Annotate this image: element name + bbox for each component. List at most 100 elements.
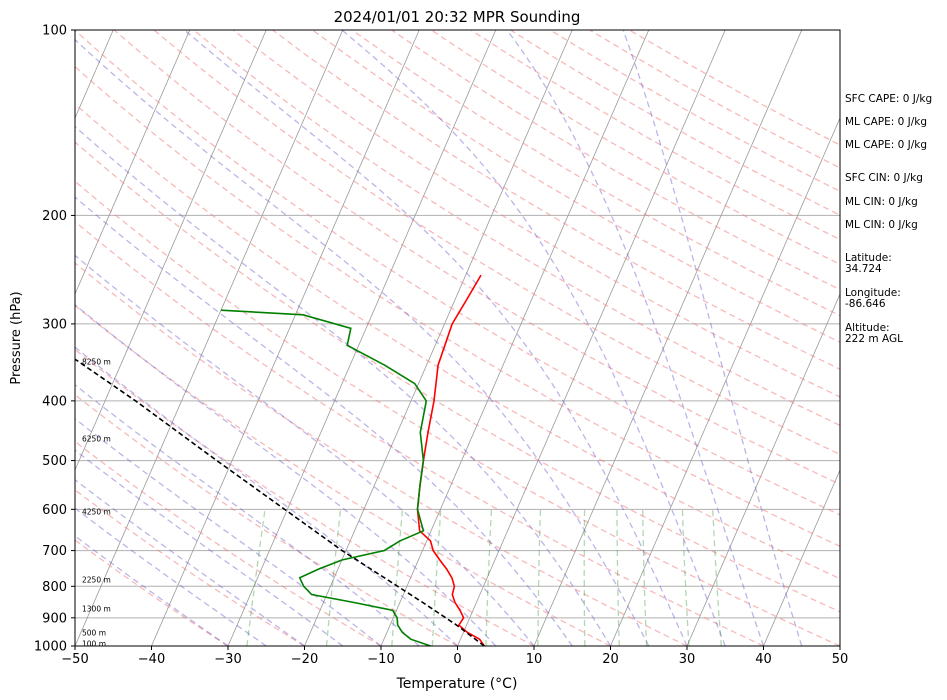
mixing-ratio-line [681, 509, 690, 646]
y-tick-label: 900 [42, 611, 67, 626]
y-tick-label: 700 [42, 544, 67, 559]
moist-adiabat-line [75, 125, 612, 646]
isotherm-line [151, 30, 420, 646]
dry-adiabat-line [113, 30, 840, 486]
moist-adiabat-line [506, 30, 765, 646]
dry-adiabat-line [153, 30, 840, 456]
x-tick-label: 30 [679, 652, 696, 667]
sfc-cape-label: SFC CAPE: 0 J/kg [845, 93, 933, 105]
latitude-value: 34.724 [845, 263, 882, 275]
height-label: 2250 m [82, 576, 111, 585]
background-lines [75, 30, 840, 646]
x-tick-label: 10 [526, 652, 543, 667]
mixing-ratio-line [431, 509, 442, 646]
isotherm-line [686, 292, 840, 646]
dry-adiabat-line [75, 262, 688, 646]
x-tick-label: 40 [755, 652, 772, 667]
isotherm-line [763, 468, 840, 646]
longitude-label: Longitude: [845, 287, 901, 299]
dry-adiabat-line [75, 220, 764, 646]
isotherm-line [457, 30, 726, 646]
y-tick-label: 1000 [34, 640, 67, 655]
ml-cin-label-2: ML CIN: 0 J/kg [845, 219, 918, 231]
sfc-cin-label: SFC CIN: 0 J/kg [845, 172, 923, 184]
moist-adiabat-line [75, 478, 305, 646]
plot-frame [74, 29, 841, 647]
y-axis: 100 200 300 400 500 600 700 800 900 1000 [34, 24, 75, 655]
latitude-label: Latitude: [845, 252, 892, 264]
moist-adiabat-line [75, 383, 420, 646]
y-tick-label: 400 [42, 394, 67, 409]
moist-adiabat-line [75, 196, 573, 646]
height-label: 1300 m [82, 605, 111, 614]
y-axis-label: Pressure (hPa) [9, 291, 24, 384]
moist-adiabat-line [75, 535, 229, 646]
moist-adiabat-line [75, 254, 535, 646]
x-tick-label: 50 [832, 652, 849, 667]
dry-adiabat-line [75, 393, 458, 646]
ml-cape-label-2: ML CAPE: 0 J/kg [845, 139, 928, 151]
mixing-ratio-line [325, 509, 342, 646]
height-label: 100 m [82, 639, 106, 648]
isotherm-line [380, 30, 650, 646]
x-axis: −50 −40 −30 −20 −10 0 10 20 30 40 50 [61, 646, 848, 667]
height-label: 8250 m [82, 357, 111, 366]
dry-adiabat-line [75, 103, 840, 580]
dry-adiabat-line [75, 180, 840, 646]
moist-adiabat-line [622, 30, 803, 646]
ml-cape-label: ML CAPE: 0 J/kg [845, 116, 928, 128]
height-label: 6250 m [82, 434, 111, 443]
ml-cin-label: ML CIN: 0 J/kg [845, 196, 918, 208]
isotherm-line [610, 116, 840, 646]
y-tick-label: 200 [42, 209, 67, 224]
y-tick-label: 800 [42, 580, 67, 595]
x-tick-label: −20 [291, 652, 318, 667]
dry-adiabat-line [75, 141, 840, 613]
mixing-ratio-line [246, 509, 266, 646]
y-tick-label: 100 [42, 24, 67, 39]
altitude-value: 222 m AGL [845, 333, 903, 345]
dewpoint-line [220, 309, 431, 646]
isotherm-line [75, 30, 267, 472]
isotherm-line [533, 30, 803, 646]
dry-adiabat-line [75, 489, 305, 646]
dry-adiabat-line [75, 440, 382, 646]
x-tick-label: 0 [453, 652, 461, 667]
height-labels: 100 m 500 m 1300 m 2250 m 4250 m 6250 m 8250 m [82, 357, 111, 648]
dry-adiabat-line [75, 539, 229, 646]
dry-adiabat-line [312, 30, 840, 343]
longitude-block: Longitude: -86.646 [845, 288, 901, 310]
y-tick-label: 300 [42, 317, 67, 332]
altitude-block: Altitude: 222 m AGL [845, 323, 903, 345]
altitude-label: Altitude: [845, 322, 890, 334]
mixing-ratio-line [537, 509, 542, 646]
x-axis-label: Temperature (°C) [396, 676, 518, 692]
dry-adiabat-line [75, 348, 535, 646]
longitude-value: -86.646 [845, 298, 886, 310]
isotherm-line [304, 30, 573, 646]
moist-adiabat-line [75, 417, 382, 646]
dry-adiabat-line [193, 30, 840, 427]
isotherm-line [227, 30, 497, 646]
mixing-ratio-line [642, 509, 648, 646]
mixing-ratio-line [616, 509, 620, 646]
x-tick-label: 20 [602, 652, 619, 667]
x-tick-label: −50 [61, 652, 88, 667]
isotherm-line [75, 30, 191, 296]
moist-adiabat-line [75, 303, 497, 646]
x-tick-label: −10 [367, 652, 394, 667]
moist-adiabat-line [75, 507, 267, 646]
moist-adiabat-line [75, 449, 344, 646]
moist-adiabat-line [75, 38, 650, 646]
x-tick-label: −30 [214, 652, 241, 667]
dry-adiabat-line [75, 30, 840, 516]
isotherm-line [75, 30, 344, 646]
y-tick-label: 500 [42, 454, 67, 469]
y-tick-label: 600 [42, 503, 67, 518]
latitude-block: Latitude: 34.724 [845, 253, 892, 275]
parcel-path-line [75, 358, 485, 646]
chart-title: 2024/01/01 20:32 MPR Sounding [334, 8, 581, 26]
moist-adiabat-line [75, 346, 458, 646]
moist-adiabat-line [183, 30, 688, 646]
height-label: 4250 m [82, 508, 111, 517]
